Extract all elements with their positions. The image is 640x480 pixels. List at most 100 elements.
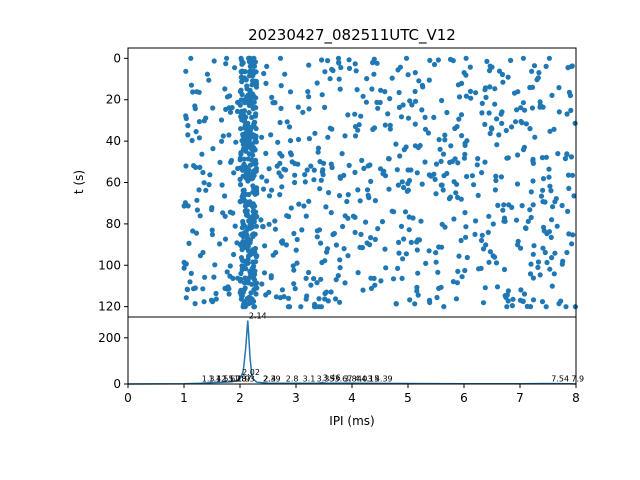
scatter-point (396, 250, 402, 256)
peak-label: 4.15 (361, 374, 379, 383)
scatter-point (367, 162, 373, 168)
scatter-point (482, 87, 488, 93)
scatter-point (549, 255, 555, 261)
scatter-point (278, 83, 284, 89)
scatter-point (475, 156, 481, 162)
scatter-point (402, 209, 409, 215)
scatter-point (306, 62, 312, 68)
scatter-point (406, 177, 413, 184)
scatter-point (525, 218, 531, 224)
peak-label: 1.55 (216, 374, 234, 383)
scatter-point (237, 102, 243, 108)
scatter-point (380, 171, 386, 177)
scatter-point (322, 296, 328, 302)
scatter-point (462, 151, 468, 157)
scatter-point (515, 152, 521, 158)
scatter-point (549, 92, 555, 98)
scatter-point (241, 280, 248, 286)
scatter-point (483, 94, 489, 100)
scatter-point (241, 265, 247, 271)
scatter-point (446, 196, 452, 202)
scatter-point (308, 282, 314, 288)
scatter-point (492, 101, 498, 107)
scatter-point (311, 177, 317, 183)
scatter-point (251, 304, 258, 310)
scatter-point (547, 183, 553, 189)
scatter-point (269, 187, 275, 193)
scatter-point (486, 213, 492, 219)
scatter-point (527, 126, 533, 132)
scatter-point (407, 98, 413, 104)
scatter-point (406, 227, 412, 233)
peak-label: 3.67 (335, 374, 353, 383)
scatter-point (199, 151, 205, 157)
scatter-point (401, 184, 407, 191)
peak-label: 1.42 (209, 374, 227, 383)
scatter-point (530, 251, 536, 257)
scatter-point (279, 287, 285, 293)
scatter-point (542, 199, 548, 205)
scatter-point (528, 214, 534, 221)
peak-label: 1.87 (234, 374, 252, 383)
scatter-point (463, 224, 469, 230)
scatter-point (532, 134, 538, 140)
scatter-point (512, 119, 519, 125)
scatter-point (451, 216, 457, 222)
scatter-point (306, 94, 312, 100)
scatter-point (237, 198, 243, 204)
scatter-point (487, 130, 493, 137)
scatter-point (294, 260, 300, 266)
scatter-point (540, 104, 546, 110)
scatter-point (230, 210, 236, 216)
scatter-point (277, 295, 283, 301)
scatter-point (572, 304, 579, 310)
scatter-point (250, 272, 256, 278)
scatter-point (403, 55, 410, 61)
x-tick-label: 0 (124, 391, 132, 405)
scatter-point (337, 257, 343, 263)
scatter-point (193, 129, 199, 135)
scatter-point (455, 160, 461, 166)
scatter-point (243, 261, 250, 267)
scatter-point (299, 227, 305, 233)
scatter-point (242, 123, 248, 129)
scatter-point (433, 161, 440, 167)
scatter-point (371, 56, 377, 62)
scatter-point (463, 55, 469, 61)
scatter-point (401, 236, 407, 242)
scatter-point (374, 99, 380, 105)
scatter-point (194, 207, 200, 213)
scatter-point (301, 203, 307, 209)
scatter-point (251, 188, 258, 194)
scatter-point (227, 273, 233, 279)
scatter-point (323, 204, 329, 210)
scatter-point (298, 304, 304, 310)
scatter-point (282, 71, 288, 77)
scatter-point (352, 61, 358, 67)
scatter-point (352, 169, 358, 175)
scatter-point (222, 193, 228, 199)
scatter-point (323, 289, 329, 295)
scatter-point (315, 145, 322, 151)
scatter-point (226, 132, 232, 138)
top-plot-frame (127, 47, 577, 318)
scatter-point (284, 119, 290, 125)
scatter-point (250, 73, 256, 79)
scatter-point (412, 301, 418, 307)
scatter-point (322, 104, 328, 110)
scatter-point (463, 93, 469, 99)
scatter-point (518, 245, 524, 251)
scatter-point (426, 172, 432, 178)
scatter-point (505, 155, 511, 161)
scatter-point (456, 116, 462, 122)
scatter-point (361, 165, 367, 171)
scatter-point (296, 201, 302, 207)
scatter-point (409, 102, 415, 108)
scatter-point (352, 214, 358, 220)
peak-label: 3.46 (323, 374, 341, 383)
scatter-point (565, 208, 571, 214)
scatter-point (245, 156, 251, 162)
scatter-point (278, 105, 284, 111)
scatter-point (240, 192, 246, 198)
scatter-point (405, 115, 412, 121)
